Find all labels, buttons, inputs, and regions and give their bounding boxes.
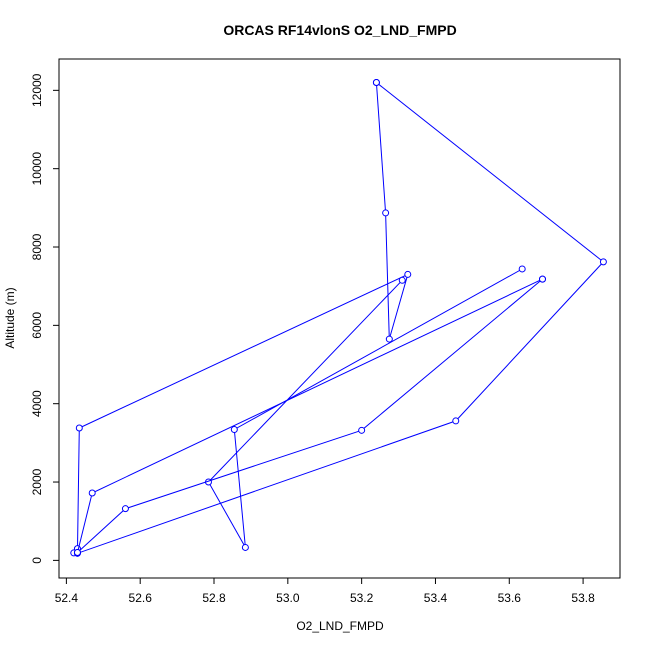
y-tick-label: 12000 [30, 73, 44, 107]
y-tick-label: 10000 [30, 152, 44, 186]
data-point [372, 79, 380, 87]
data-point [241, 543, 249, 551]
data-point [230, 426, 238, 434]
x-tick-label: 53.8 [571, 591, 595, 605]
data-point [358, 426, 366, 434]
x-tick-label: 52.6 [129, 591, 153, 605]
y-tick-label: 2000 [30, 468, 44, 495]
y-tick-label: 8000 [30, 233, 44, 260]
data-point [398, 276, 406, 284]
y-tick-label: 6000 [30, 312, 44, 339]
x-tick-label: 53.4 [424, 591, 448, 605]
x-tick-label: 53.6 [498, 591, 522, 605]
y-tick-label: 0 [30, 557, 44, 564]
y-axis-label: Altitude (m) [3, 287, 17, 348]
data-point [452, 417, 460, 425]
data-point [73, 549, 81, 557]
data-point [88, 489, 96, 497]
x-tick-label: 52.4 [55, 591, 79, 605]
series-line [77, 278, 543, 553]
x-tick-label: 53.2 [350, 591, 374, 605]
x-axis: 52.4 52.6 52.8 53.0 53.2 53.4 53.6 53.8 [55, 577, 595, 605]
y-axis: 0 2000 4000 6000 8000 10000 12000 [30, 73, 60, 564]
data-point [538, 275, 546, 283]
data-point [385, 335, 393, 343]
series-1 [70, 79, 607, 557]
x-axis-label: O2_LND_FMPD [296, 619, 384, 633]
data-point [599, 258, 607, 266]
series-4 [73, 275, 546, 557]
data-point [75, 424, 83, 432]
series-layer [70, 79, 607, 557]
data-point [121, 505, 129, 513]
x-tick-label: 52.8 [202, 591, 226, 605]
data-point [404, 270, 412, 278]
chart-title: ORCAS RF14vlonS O2_LND_FMPD [223, 22, 456, 38]
data-point [382, 209, 390, 217]
series-2 [204, 265, 526, 551]
x-tick-label: 53.0 [276, 591, 300, 605]
y-tick-label: 4000 [30, 390, 44, 417]
data-point [518, 265, 526, 273]
